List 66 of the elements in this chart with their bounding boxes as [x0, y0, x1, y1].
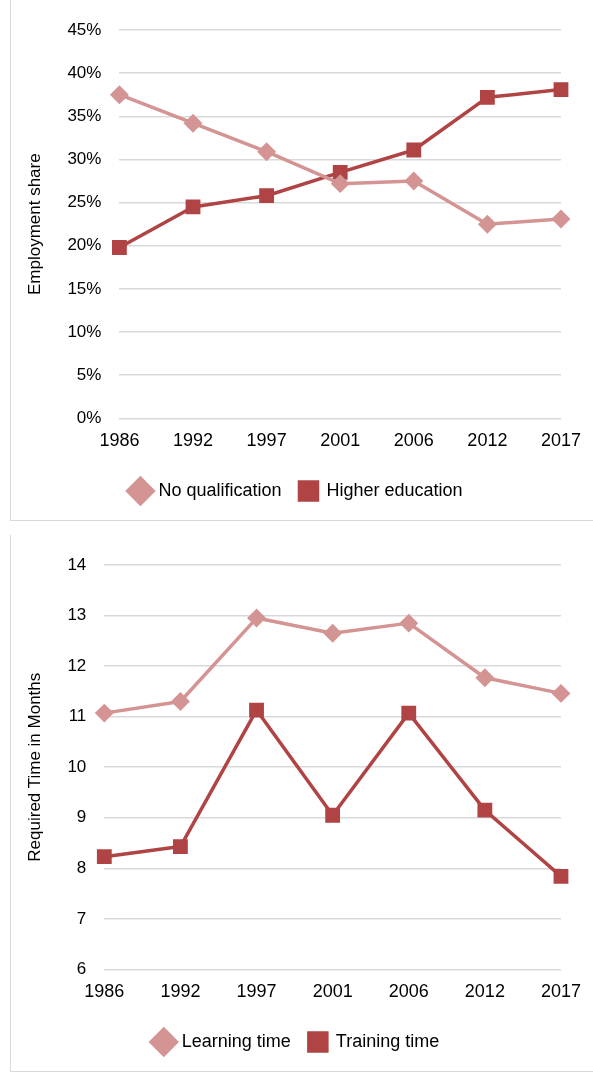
legend-label: No qualification: [158, 479, 282, 500]
x-tick-label: 2017: [540, 430, 581, 451]
x-tick-label: 2012: [467, 430, 508, 451]
x-tick-label: 2012: [464, 981, 505, 1002]
legend-label: Higher education: [326, 479, 463, 500]
x-tick-label: 1992: [160, 981, 201, 1002]
x-tick-label: 2006: [393, 430, 434, 451]
legend-label: Training time: [335, 1030, 440, 1051]
point: [249, 702, 264, 718]
y-tick-label: 10: [67, 756, 87, 776]
point: [323, 624, 342, 642]
x-tick-label: 1986: [84, 981, 125, 1002]
y-tick-label: 6: [76, 959, 87, 979]
point: [405, 172, 423, 190]
y-tick-label: 14: [67, 554, 87, 574]
point: [96, 849, 112, 865]
y-tick-label: 9: [76, 807, 87, 827]
y-tick-label: 13: [67, 605, 87, 625]
point: [552, 210, 570, 228]
y-tick-label: 45%: [67, 19, 102, 39]
point: [477, 802, 493, 818]
x-tick-label: 1992: [172, 430, 214, 451]
y-tick-label: 15%: [67, 278, 102, 298]
y-tick-label: 5%: [76, 364, 102, 384]
point: [171, 692, 190, 711]
point: [184, 114, 202, 132]
point: [400, 614, 418, 632]
point: [478, 215, 497, 233]
point: [185, 199, 201, 215]
point: [247, 609, 266, 627]
y-axis-title: Employment share: [24, 153, 44, 296]
point: [325, 807, 341, 823]
point: [479, 89, 495, 105]
point: [553, 868, 569, 884]
point: [110, 85, 129, 104]
point: [112, 240, 127, 255]
legend-label: Learning time: [181, 1030, 291, 1051]
point: [553, 82, 569, 97]
y-tick-label: 8: [76, 857, 87, 877]
point: [259, 188, 275, 204]
point: [257, 142, 276, 161]
y-tick-label: 40%: [67, 62, 102, 82]
x-tick-label: 2006: [388, 981, 429, 1002]
y-tick-label: 30%: [67, 149, 102, 169]
y-tick-label: 35%: [67, 106, 102, 125]
point: [406, 142, 422, 158]
point: [476, 668, 494, 687]
point: [401, 705, 417, 721]
y-tick-label: 20%: [67, 235, 102, 255]
x-tick-label: 1997: [236, 981, 277, 1002]
point: [552, 684, 570, 703]
x-tick-label: 2001: [320, 430, 361, 451]
x-tick-label: 2017: [540, 981, 581, 1002]
point: [95, 704, 114, 722]
x-tick-label: 2001: [312, 981, 353, 1002]
y-tick-label: 0%: [76, 408, 102, 428]
x-tick-label: 1997: [246, 430, 287, 451]
point: [173, 839, 188, 854]
y-tick-label: 10%: [67, 321, 102, 341]
y-tick-label: 25%: [67, 192, 102, 212]
y-tick-label: 12: [67, 655, 87, 675]
y-tick-label: 7: [76, 908, 87, 928]
y-tick-label: 11: [68, 706, 87, 726]
x-tick-label: 1986: [99, 430, 140, 451]
y-axis-title: Required Time in Months: [24, 672, 44, 862]
point: [331, 174, 349, 193]
